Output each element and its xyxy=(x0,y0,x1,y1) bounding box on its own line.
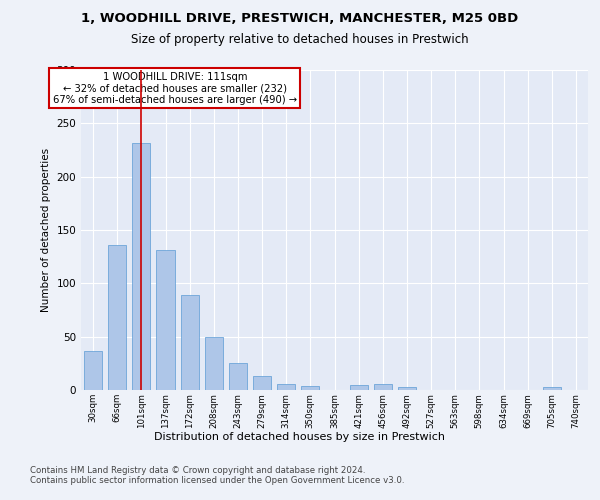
Text: Distribution of detached houses by size in Prestwich: Distribution of detached houses by size … xyxy=(155,432,445,442)
Bar xyxy=(84,350,102,390)
Bar xyxy=(301,386,319,390)
Bar xyxy=(398,387,416,390)
Text: 1 WOODHILL DRIVE: 111sqm
← 32% of detached houses are smaller (232)
67% of semi-: 1 WOODHILL DRIVE: 111sqm ← 32% of detach… xyxy=(53,72,297,105)
Bar xyxy=(543,387,561,390)
Bar xyxy=(108,245,126,390)
Bar xyxy=(205,336,223,390)
Bar xyxy=(253,376,271,390)
Bar xyxy=(133,142,151,390)
Bar xyxy=(181,295,199,390)
Bar xyxy=(374,384,392,390)
Bar xyxy=(229,364,247,390)
Text: 1, WOODHILL DRIVE, PRESTWICH, MANCHESTER, M25 0BD: 1, WOODHILL DRIVE, PRESTWICH, MANCHESTER… xyxy=(82,12,518,26)
Y-axis label: Number of detached properties: Number of detached properties xyxy=(41,148,51,312)
Text: Contains public sector information licensed under the Open Government Licence v3: Contains public sector information licen… xyxy=(30,476,404,485)
Text: Size of property relative to detached houses in Prestwich: Size of property relative to detached ho… xyxy=(131,32,469,46)
Text: Contains HM Land Registry data © Crown copyright and database right 2024.: Contains HM Land Registry data © Crown c… xyxy=(30,466,365,475)
Bar xyxy=(157,250,175,390)
Bar xyxy=(277,384,295,390)
Bar xyxy=(350,384,368,390)
